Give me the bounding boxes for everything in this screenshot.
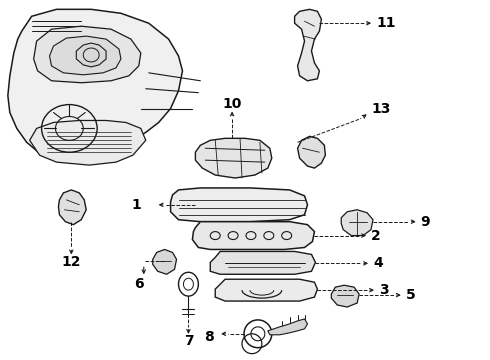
Text: 3: 3: [379, 283, 389, 297]
Polygon shape: [268, 319, 308, 335]
Text: 12: 12: [62, 255, 81, 269]
Text: 6: 6: [134, 277, 144, 291]
Text: 4: 4: [373, 256, 383, 270]
Polygon shape: [76, 43, 106, 67]
Text: 13: 13: [371, 102, 391, 116]
Text: 8: 8: [204, 330, 214, 344]
Text: 10: 10: [222, 96, 242, 111]
Polygon shape: [58, 190, 86, 225]
Polygon shape: [341, 210, 373, 235]
Polygon shape: [196, 138, 272, 178]
Polygon shape: [49, 36, 121, 75]
Polygon shape: [294, 9, 321, 81]
Polygon shape: [8, 9, 182, 162]
Text: 11: 11: [376, 16, 395, 30]
Polygon shape: [193, 222, 315, 249]
Text: 2: 2: [371, 229, 381, 243]
Polygon shape: [30, 121, 146, 165]
Polygon shape: [210, 251, 316, 274]
Polygon shape: [34, 26, 141, 83]
Polygon shape: [215, 279, 318, 301]
Text: 9: 9: [420, 215, 430, 229]
Text: 5: 5: [406, 288, 416, 302]
Polygon shape: [331, 285, 359, 307]
Polygon shape: [171, 188, 308, 222]
Text: 7: 7: [184, 334, 193, 348]
Text: 1: 1: [131, 198, 141, 212]
Polygon shape: [297, 136, 325, 168]
Polygon shape: [153, 249, 176, 274]
